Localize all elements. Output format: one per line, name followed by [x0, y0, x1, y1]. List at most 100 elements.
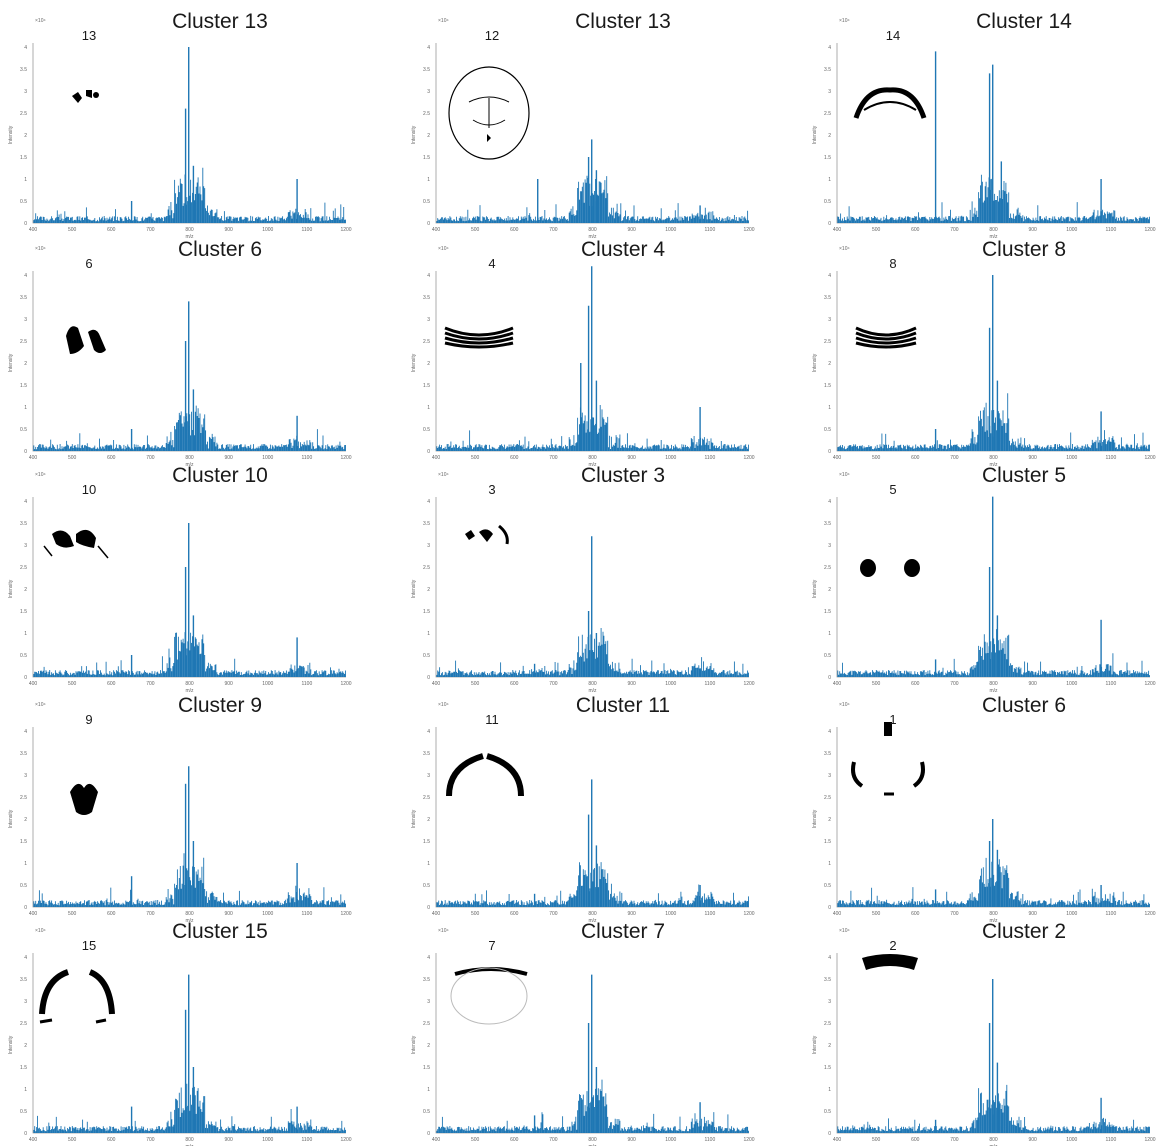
spectrum-baseline — [837, 174, 1150, 223]
x-tick-label: 500 — [68, 681, 77, 687]
x-tick-label: 500 — [68, 911, 77, 917]
cluster-title: Cluster 4 — [580, 238, 666, 261]
y-tick-label: 2.5 — [423, 795, 430, 801]
y-tick-label: 4 — [828, 955, 831, 961]
y-exponent-label: ×10⁴ — [839, 246, 850, 252]
y-tick-label: 0 — [24, 1131, 27, 1137]
y-tick-label: 2 — [24, 133, 27, 139]
x-tick-label: 1200 — [743, 455, 754, 461]
y-tick-label: 2.5 — [824, 1021, 831, 1027]
spectrum-panel: 0 0.5 1 1.5 2 2.5 3 3.5 4 400 500 600 700 800 900 1000 1… — [0, 236, 385, 468]
spectrum-chart: 0 0.5 1 1.5 2 2.5 3 3.5 4 400 500 600 700 800 900 1000 1… — [8, 702, 352, 924]
y-axis-label: Intensity — [8, 353, 14, 372]
y-exponent-label: ×10⁴ — [35, 18, 46, 24]
x-tick-label: 800 — [185, 1137, 194, 1143]
brain-section-thumbnail — [853, 87, 927, 119]
spectrum-baseline — [33, 405, 346, 451]
y-tick-label: 3.5 — [824, 295, 831, 301]
x-tick-label: 800 — [588, 911, 597, 917]
x-tick-label: 500 — [872, 227, 881, 233]
y-tick-label: 3.5 — [423, 751, 430, 757]
x-tick-label: 400 — [29, 455, 38, 461]
spectrum-baseline — [837, 393, 1150, 451]
x-tick-label: 1100 — [1105, 1137, 1116, 1143]
x-tick-label: 800 — [185, 455, 194, 461]
y-tick-label: 1.5 — [20, 609, 27, 615]
x-tick-label: 1200 — [340, 455, 351, 461]
spectrum-baseline — [33, 167, 346, 223]
x-tick-label: 1200 — [340, 681, 351, 687]
spectrum-baseline — [837, 1084, 1150, 1133]
spectrum-chart: 0 0.5 1 1.5 2 2.5 3 3.5 4 400 500 600 700 800 900 1000 1… — [411, 472, 755, 694]
x-tick-label: 1100 — [704, 455, 715, 461]
cluster-number: 4 — [488, 256, 496, 271]
y-tick-label: 1 — [427, 177, 430, 183]
y-tick-label: 4 — [427, 45, 430, 51]
spectrum-baseline — [436, 628, 749, 677]
x-tick-label: 1200 — [743, 681, 754, 687]
y-tick-label: 2 — [828, 817, 831, 823]
y-exponent-label: ×10⁴ — [839, 702, 850, 708]
x-tick-label: 900 — [224, 911, 233, 917]
spectrum-chart: 0 0.5 1 1.5 2 2.5 3 3.5 4 400 500 600 700 800 900 1000 1… — [411, 18, 755, 240]
y-tick-label: 0 — [24, 221, 27, 227]
spectrum-baseline — [436, 175, 749, 223]
y-tick-label: 2 — [427, 133, 430, 139]
y-tick-label: 4 — [24, 729, 27, 735]
y-tick-label: 1 — [828, 1087, 831, 1093]
brain-section-thumbnail — [446, 753, 524, 797]
y-tick-label: 3 — [24, 543, 27, 549]
y-tick-label: 1.5 — [824, 839, 831, 845]
x-tick-label: 400 — [833, 911, 842, 917]
brain-section-thumbnail — [66, 326, 106, 354]
x-axis-label: m/z — [185, 234, 194, 240]
y-tick-label: 1.5 — [824, 609, 831, 615]
x-tick-label: 1000 — [262, 227, 273, 233]
x-tick-label: 600 — [911, 455, 920, 461]
y-tick-label: 4 — [828, 273, 831, 279]
cluster-title: Cluster 7 — [580, 920, 666, 943]
x-axis-label: m/z — [989, 688, 998, 694]
x-tick-label: 400 — [833, 681, 842, 687]
cluster-title: Cluster 13 — [575, 10, 671, 33]
x-tick-label: 1000 — [262, 455, 273, 461]
y-tick-label: 4 — [828, 45, 831, 51]
y-axis-label: Intensity — [8, 809, 14, 828]
x-axis-label: m/z — [588, 462, 597, 468]
x-tick-label: 1000 — [262, 1137, 273, 1143]
spectrum-baseline — [436, 862, 749, 907]
y-tick-label: 2.5 — [20, 1021, 27, 1027]
x-tick-label: 800 — [185, 227, 194, 233]
y-tick-label: 3 — [427, 89, 430, 95]
x-tick-label: 900 — [224, 681, 233, 687]
y-tick-label: 1 — [24, 1087, 27, 1093]
y-tick-label: 2.5 — [423, 1021, 430, 1027]
plot-axes — [836, 43, 1150, 224]
cluster-title: Cluster 14 — [976, 10, 1072, 33]
y-axis-label: Intensity — [812, 353, 818, 372]
x-tick-label: 800 — [989, 681, 998, 687]
x-tick-label: 700 — [146, 227, 155, 233]
y-tick-label: 0 — [24, 905, 27, 911]
x-tick-label: 1000 — [1066, 1137, 1077, 1143]
y-exponent-label: ×10⁴ — [438, 702, 449, 708]
y-tick-label: 0.5 — [824, 199, 831, 205]
y-axis-label: Intensity — [8, 125, 14, 144]
x-tick-label: 1100 — [704, 911, 715, 917]
y-tick-label: 0.5 — [20, 427, 27, 433]
x-tick-label: 700 — [146, 681, 155, 687]
y-tick-label: 2.5 — [824, 339, 831, 345]
y-tick-label: 4 — [427, 729, 430, 735]
y-tick-label: 0 — [24, 675, 27, 681]
y-tick-label: 1.5 — [423, 1065, 430, 1071]
y-tick-label: 0 — [24, 449, 27, 455]
y-tick-label: 3 — [828, 317, 831, 323]
spectrum-chart: 0 0.5 1 1.5 2 2.5 3 3.5 4 400 500 600 700 800 900 1000 1… — [411, 928, 755, 1146]
y-tick-label: 1 — [24, 631, 27, 637]
x-tick-label: 600 — [510, 911, 519, 917]
x-tick-label: 400 — [833, 1137, 842, 1143]
spectrum-chart: 0 0.5 1 1.5 2 2.5 3 3.5 4 400 500 600 700 800 900 1000 1… — [8, 472, 352, 694]
spectrum-panel: 0 0.5 1 1.5 2 2.5 3 3.5 4 400 500 600 700 800 900 1000 1… — [804, 462, 1156, 694]
y-tick-label: 1.5 — [423, 609, 430, 615]
y-tick-label: 3 — [828, 89, 831, 95]
